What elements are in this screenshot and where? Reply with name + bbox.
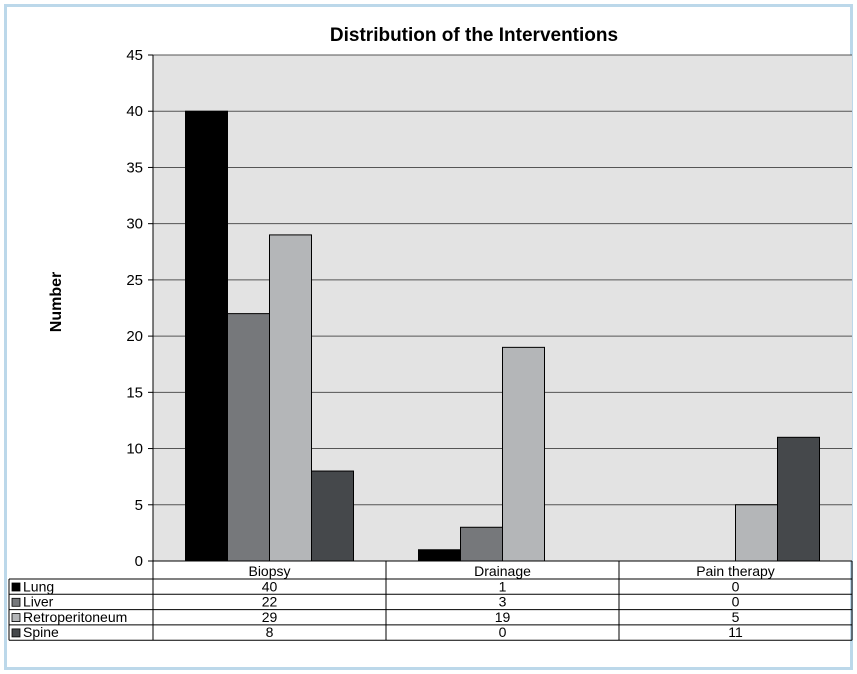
data-label: 0 bbox=[499, 624, 507, 640]
bar-spine-biopsy bbox=[311, 470, 354, 562]
bar-retroperitoneum-drainage bbox=[502, 346, 545, 562]
table-row-label-lung: Lung bbox=[23, 578, 54, 594]
y-tick-label: 15 bbox=[126, 384, 143, 401]
y-tick-label: 30 bbox=[126, 216, 143, 233]
bar-lung-drainage bbox=[418, 549, 461, 562]
table-row-label-liver: Liver bbox=[23, 594, 54, 610]
bar-lung-biopsy bbox=[185, 110, 228, 562]
data-label: 1 bbox=[499, 578, 507, 594]
table-row-label-retroperitoneum: Retroperitoneum bbox=[23, 609, 127, 625]
data-label: 19 bbox=[495, 609, 511, 625]
y-tick-label: 40 bbox=[126, 103, 143, 120]
table-header-pain-therapy: Pain therapy bbox=[696, 563, 775, 579]
y-tick-label: 45 bbox=[126, 47, 143, 64]
y-tick-label: 0 bbox=[135, 553, 143, 570]
bar-retroperitoneum-biopsy bbox=[269, 234, 312, 562]
legend-key-retroperitoneum bbox=[11, 613, 21, 622]
legend-key-lung bbox=[11, 582, 21, 592]
y-tick-label: 5 bbox=[135, 497, 143, 514]
bar-liver-drainage bbox=[460, 526, 503, 562]
table-header-drainage: Drainage bbox=[474, 563, 531, 579]
data-label: 29 bbox=[262, 609, 278, 625]
data-label: 8 bbox=[266, 624, 274, 640]
table-header-biopsy: Biopsy bbox=[248, 563, 290, 579]
data-label: 0 bbox=[732, 594, 740, 610]
data-label: 3 bbox=[499, 594, 507, 610]
y-tick-label: 25 bbox=[126, 272, 143, 289]
y-tick-label: 20 bbox=[126, 328, 143, 345]
bar-spine-pain-therapy bbox=[777, 436, 820, 562]
y-axis-label: Number bbox=[48, 272, 65, 332]
y-tick-label: 35 bbox=[126, 159, 143, 176]
data-label: 0 bbox=[732, 578, 740, 594]
table-row-label-spine: Spine bbox=[23, 624, 59, 640]
plot-area: 0 5 10 15 20 25 30 35 40 45 bbox=[126, 47, 852, 570]
data-table: Biopsy Drainage Pain therapy Lung 40 1 0 Liver 2… bbox=[8, 560, 853, 641]
data-label: 5 bbox=[732, 609, 740, 625]
data-label: 11 bbox=[728, 624, 743, 640]
data-label: 40 bbox=[262, 578, 278, 594]
chart-title: Distribution of the Interventions bbox=[330, 25, 618, 46]
y-tick-label: 10 bbox=[126, 441, 143, 458]
legend-key-spine bbox=[11, 628, 21, 638]
bar-retroperitoneum-pain-therapy bbox=[735, 504, 778, 562]
data-label: 22 bbox=[262, 594, 278, 610]
bar-liver-biopsy bbox=[227, 313, 270, 562]
legend-key-liver bbox=[11, 597, 21, 607]
